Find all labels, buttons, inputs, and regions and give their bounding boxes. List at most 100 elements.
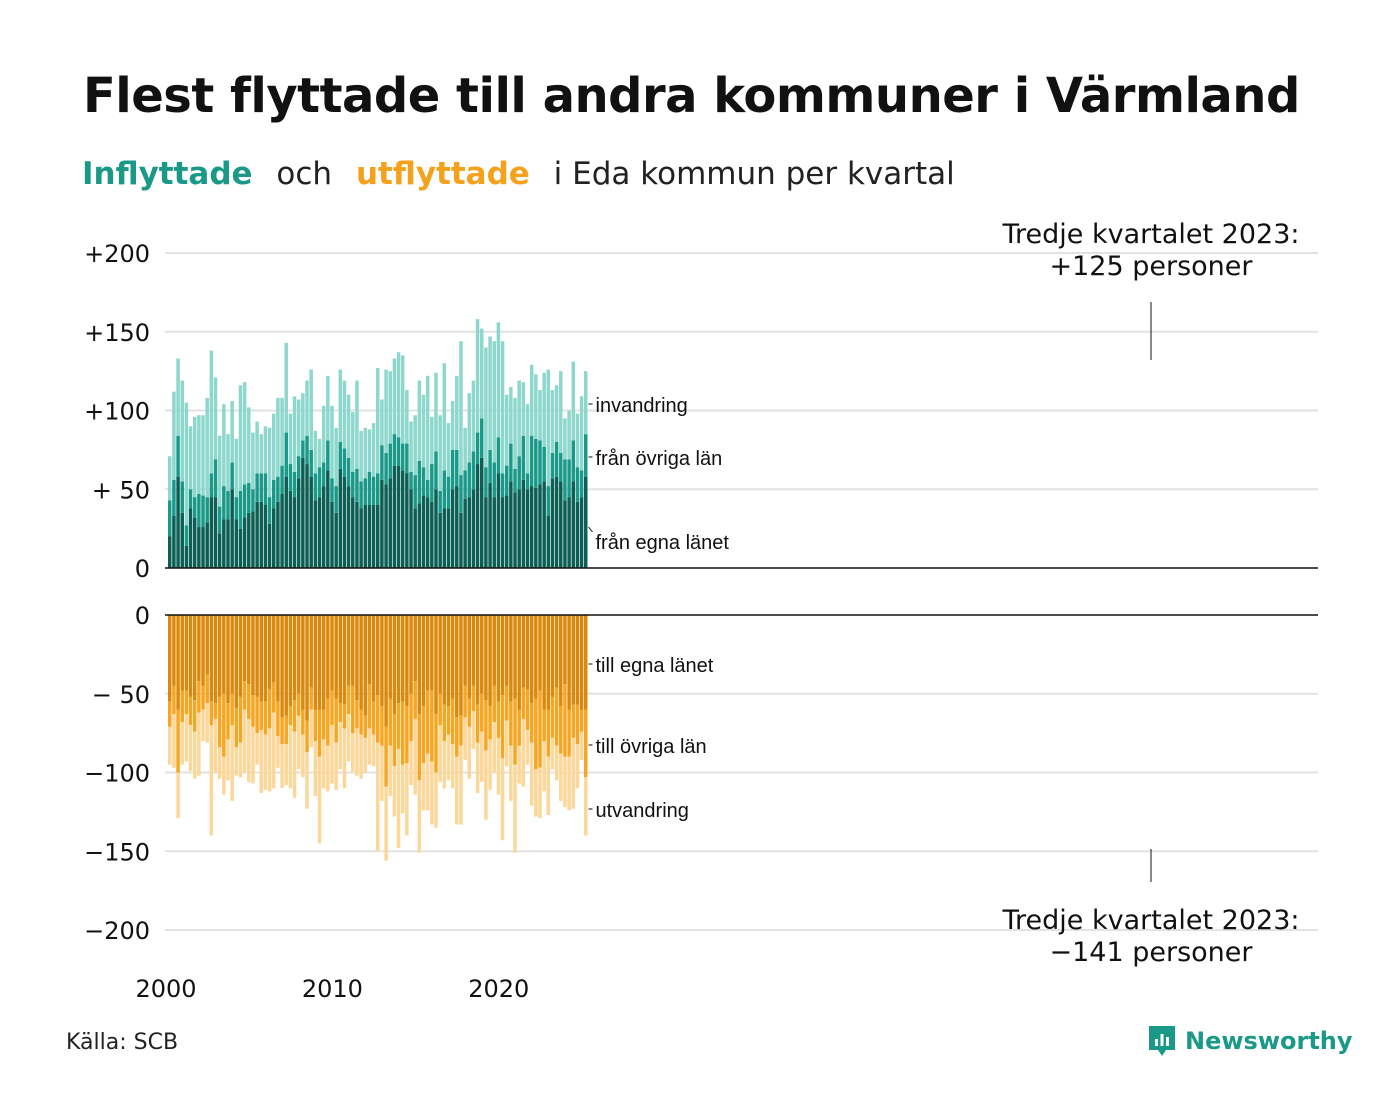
bar-in-own-county [525,489,530,568]
bar-in-immigration [421,394,426,468]
bar-out-emigration [201,709,205,741]
bar-in-own-county [571,481,576,569]
bar-in-own-county [192,517,197,568]
bar-in-immigration [442,363,447,471]
bar-out-own-county [513,615,517,699]
bar-out-own-county [396,615,401,704]
bar-in-other-county [238,490,243,529]
bar-in-immigration [288,413,293,465]
bar-out-own-county [567,615,571,710]
bar-out-emigration [455,756,459,825]
y-tick-label-outflow: −200 [84,917,150,945]
bar-in-own-county [180,512,184,569]
bar-out-other-county [313,709,318,741]
bar-out-emigration [222,756,226,795]
bar-in-own-county [388,478,392,568]
bar-in-other-county [559,453,563,482]
bar-in-immigration [521,382,526,436]
bar-in-own-county [500,497,505,569]
bar-out-other-county [371,701,376,735]
bar-out-emigration [513,764,517,853]
bar-in-immigration [168,456,172,501]
bar-out-other-county [534,698,538,770]
bar-out-own-county [247,615,251,685]
bar-out-other-county [168,701,172,727]
bar-out-emigration [180,722,184,765]
bar-in-own-county [326,470,330,568]
bar-in-immigration [371,423,376,477]
bar-in-own-county [321,486,326,568]
bar-in-other-county [525,473,530,490]
y-tick-label-inflow: +150 [84,319,150,347]
bar-out-own-county [546,615,551,710]
bar-out-emigration [400,764,405,814]
bar-in-other-county [521,435,526,480]
bar-out-own-county [400,615,405,702]
bar-in-own-county [205,522,209,568]
bar-out-emigration [517,745,521,784]
bar-in-immigration [301,393,305,441]
bar-in-own-county [280,493,284,568]
bar-in-immigration [480,328,484,419]
bar-out-own-county [338,615,343,704]
annotation-outflow-line1: Tredje kvartalet 2023: [1002,905,1300,936]
bar-out-other-county [384,726,388,787]
bar-out-own-county [384,615,388,727]
bar-in-other-county [575,467,580,502]
bar-out-emigration [213,718,218,773]
bar-out-emigration [184,714,189,762]
bar-in-own-county [434,489,438,568]
bar-out-other-county [409,693,413,741]
bar-in-own-county [234,519,239,568]
bar-in-immigration [351,412,355,472]
bar-in-other-county [301,440,305,458]
bar-out-other-county [525,689,530,730]
bar-out-own-county [280,615,284,718]
bar-in-own-county [376,505,380,568]
bar-in-other-county [388,443,392,479]
bar-out-own-county [276,615,280,702]
bar-in-own-county [550,478,555,568]
bar-out-own-county [376,615,380,696]
bar-in-immigration [276,397,280,477]
labels: +200 +150 +100 + 50 0 0 − 50 −100 −150 −200 2000 20… [84,219,1299,1000]
bar-out-own-county [417,615,422,715]
bar-in-immigration [280,397,284,466]
bar-out-emigration [367,728,372,765]
bar-out-other-county [317,709,322,757]
bar-in-own-county [563,500,567,568]
bar-out-other-county [509,701,513,746]
newsworthy-logo[interactable]: Newsworthy [1147,1024,1353,1058]
bar-out-emigration [321,739,326,789]
y-tick-label-outflow: −150 [84,838,150,866]
bar-out-emigration [326,745,330,792]
bar-out-emigration [500,758,505,841]
bar-out-emigration [205,703,209,743]
bar-in-other-county [276,476,280,502]
bar-in-own-county [463,498,467,568]
bar-out-other-county [192,700,197,732]
bar-out-emigration [430,761,434,825]
bar-in-other-county [471,451,476,490]
bar-out-emigration [459,745,463,825]
bar-out-own-county [305,615,309,721]
bar-out-other-county [455,717,459,757]
bar-in-own-county [213,497,218,569]
bar-out-emigration [247,718,251,782]
bar-out-emigration [384,786,388,861]
bar-in-immigration [450,401,455,450]
bar-in-own-county [305,464,309,568]
bar-in-other-county [371,476,376,505]
bar-out-emigration [475,742,480,793]
bar-in-other-county [500,473,505,498]
bar-out-emigration [409,741,413,786]
bar-out-own-county [442,615,447,705]
bar-out-own-county [367,615,372,685]
bar-in-other-county [384,453,388,485]
bar-in-own-county [421,495,426,568]
bar-in-own-county [496,473,501,568]
bar-out-emigration [230,725,234,801]
y-tick-label-inflow: +200 [84,240,150,268]
bar-in-immigration [584,371,588,435]
bar-in-immigration [467,393,472,463]
